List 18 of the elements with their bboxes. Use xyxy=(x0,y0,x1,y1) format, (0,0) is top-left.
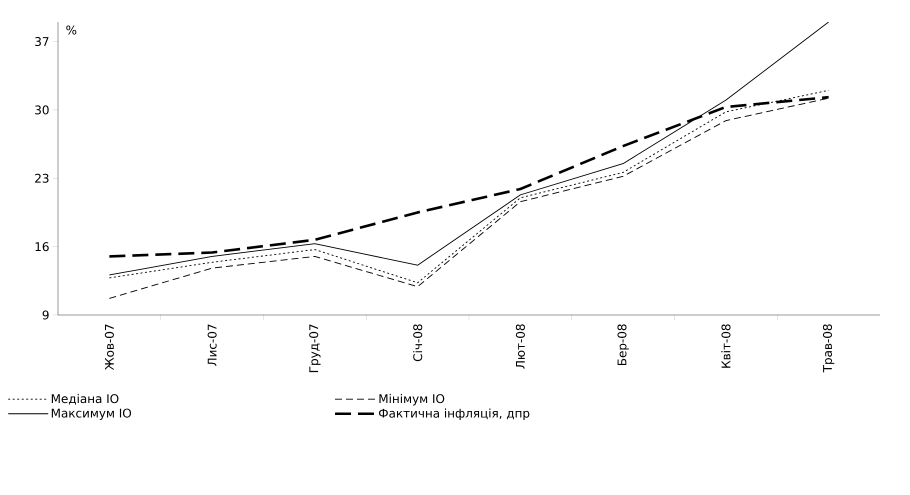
y-tick-label: 9 xyxy=(42,310,49,320)
x-tick-label: Лют-08 xyxy=(516,324,525,369)
legend-label: Максимум ІО xyxy=(52,408,132,420)
y-tick-label: 23 xyxy=(35,174,49,183)
y-tick-label: 30 xyxy=(35,105,49,114)
y-tick-label: 16 xyxy=(36,242,49,252)
x-tick-label: Січ-08 xyxy=(413,324,422,362)
legend-label: Мінімум ІО xyxy=(379,394,444,406)
y-tick-label: 37 xyxy=(35,37,48,46)
x-tick-label: Жов-07 xyxy=(104,324,114,370)
x-tick-label: Лис-07 xyxy=(208,324,217,366)
x-tick-label: Квіт-08 xyxy=(721,324,731,368)
x-tick-label: Бер-08 xyxy=(617,324,629,366)
legend-label: Медіана ІО xyxy=(52,394,118,405)
x-tick-label: Груд-07 xyxy=(309,324,321,372)
y-axis-title: % xyxy=(66,26,76,35)
legend-label: Фактична інфляція, дпр xyxy=(378,408,530,420)
x-tick-label: Трав-08 xyxy=(822,324,834,372)
